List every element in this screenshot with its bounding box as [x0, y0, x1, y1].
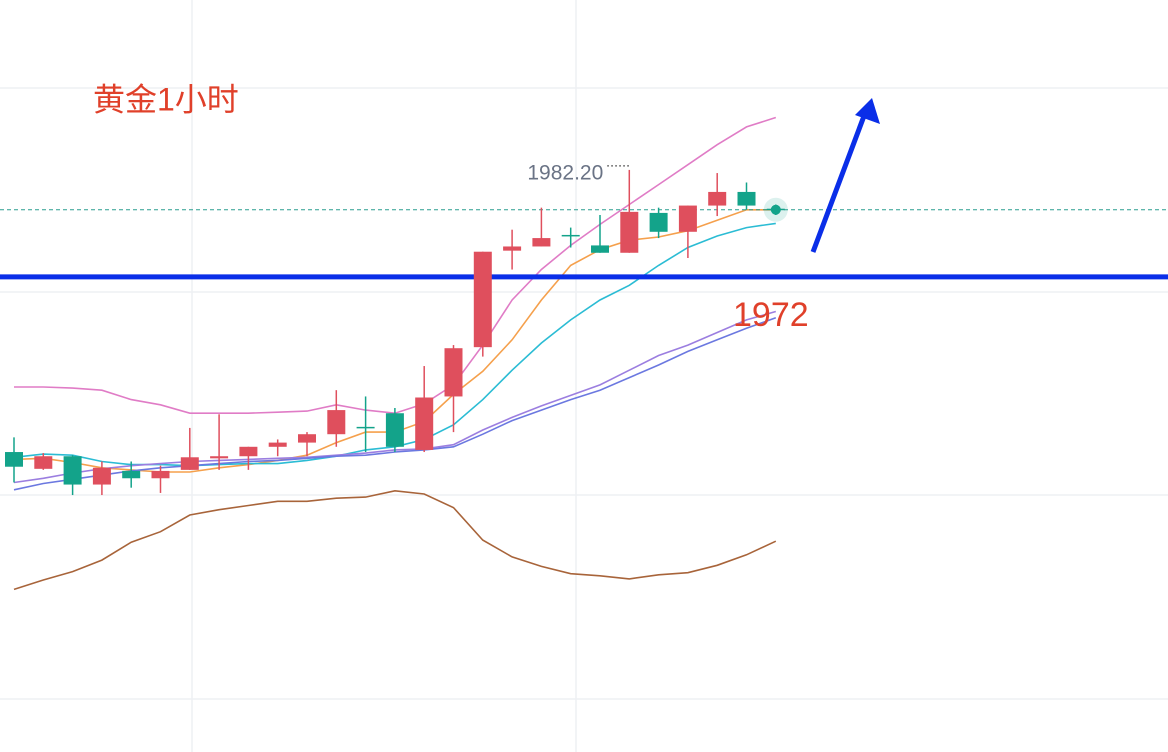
arrow-shaft: [810, 115, 867, 253]
candle-body: [239, 446, 258, 457]
candle-body: [92, 467, 111, 485]
indicator-line: [13, 310, 777, 484]
candle-body: [210, 456, 229, 459]
indicator-line: [13, 489, 777, 591]
candle-body: [708, 191, 727, 206]
chart-title: 黄金1小时: [93, 81, 239, 117]
candle-body: [122, 470, 141, 479]
last-price-dot: [770, 204, 781, 215]
candle-body: [63, 456, 82, 485]
candle-body: [5, 452, 23, 467]
candle-body: [591, 245, 609, 253]
candle-body: [34, 456, 53, 469]
arrow: [810, 98, 880, 253]
candle-body: [385, 413, 404, 447]
candle-body: [737, 191, 756, 206]
candle-body: [151, 470, 170, 479]
candle-body: [532, 238, 551, 247]
candle-body: [415, 397, 434, 450]
candle-body: [444, 348, 463, 397]
plot-area: [0, 116, 1168, 591]
candle-body: [268, 442, 287, 447]
candle-body: [327, 410, 346, 435]
arrow-head: [855, 98, 880, 124]
candle-body: [298, 434, 316, 443]
candle-body: [649, 212, 668, 232]
level-label: 1972: [733, 296, 809, 334]
high-label: 1982.20: [527, 161, 603, 184]
candle-body: [620, 211, 639, 253]
candle-body: [678, 205, 697, 232]
candle-body: [180, 457, 199, 470]
candle-body: [503, 246, 522, 251]
candle-body: [356, 426, 375, 429]
indicator-line: [14, 116, 777, 415]
candle-body: [561, 234, 580, 237]
candle-body: [473, 251, 492, 348]
